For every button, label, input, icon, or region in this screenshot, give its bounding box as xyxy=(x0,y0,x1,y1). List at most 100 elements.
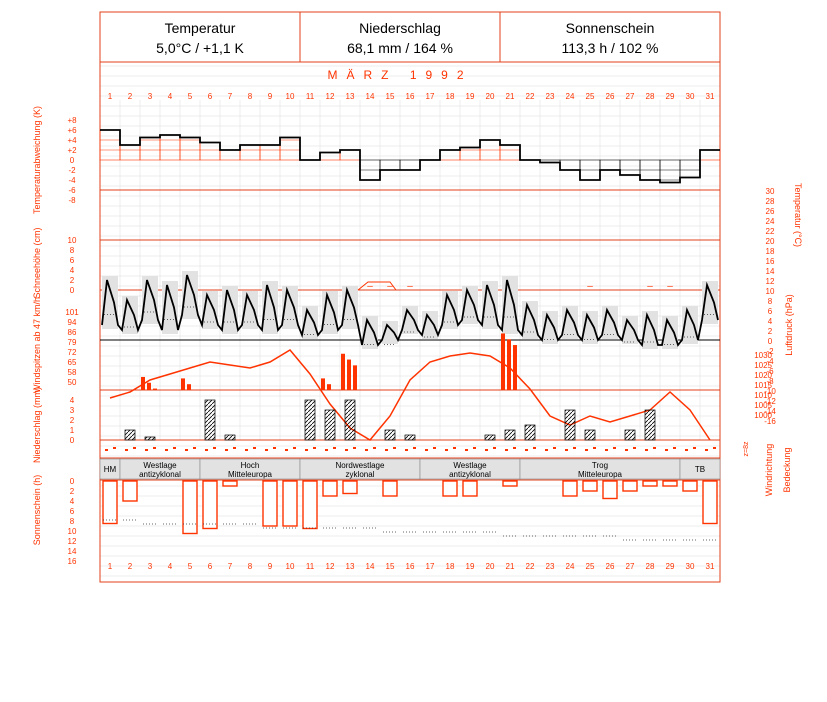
snow-tick: 8 xyxy=(70,246,75,255)
wind-gust-bar xyxy=(153,388,157,390)
air-temp-tick: -4 xyxy=(766,357,774,366)
cloud-cover-mark xyxy=(353,447,356,449)
wind-gust-bar xyxy=(181,378,185,390)
snow-tick: 10 xyxy=(68,236,77,245)
cloud-cover-mark xyxy=(333,447,336,449)
day-label-bottom: 24 xyxy=(566,562,575,571)
air-temp-tick: -8 xyxy=(766,377,774,386)
air-temp-tick: 12 xyxy=(766,277,775,286)
air-temp-axis-label: Temperatur (°C) xyxy=(793,183,803,247)
cloud-cover-mark xyxy=(673,447,676,449)
precip-bar xyxy=(404,434,416,441)
precip-bar xyxy=(624,429,636,441)
day-label-bottom: 29 xyxy=(666,562,675,571)
cloud-cover-mark xyxy=(173,447,176,449)
temp-dev-tick: -6 xyxy=(68,186,76,195)
day-label-top: 23 xyxy=(546,92,555,101)
temp-dev-bar xyxy=(339,149,361,161)
temperature-label: Temperatur xyxy=(164,20,236,36)
temp-dev-bar xyxy=(699,149,721,161)
precip-tick: 3 xyxy=(70,406,75,415)
snow-marker: – xyxy=(407,281,413,292)
sunshine-bar xyxy=(682,480,698,492)
sunshine-bar xyxy=(302,480,318,530)
sunshine-bar xyxy=(222,480,238,487)
weather-type-label: Hoch xyxy=(241,461,260,470)
wind-gust-bar xyxy=(501,333,505,390)
day-label-bottom: 27 xyxy=(626,562,635,571)
day-label-top: 20 xyxy=(486,92,495,101)
precip-bar xyxy=(504,429,516,441)
wind-direction-mark xyxy=(185,449,188,451)
precip-bar xyxy=(304,399,316,441)
air-temp-tick: 22 xyxy=(766,227,775,236)
wind-direction-mark xyxy=(505,449,508,451)
day-label-top: 8 xyxy=(248,92,253,101)
weather-type-label: Mitteleuropa xyxy=(578,470,623,479)
air-temp-tick: -10 xyxy=(764,387,776,396)
day-label-top: 27 xyxy=(626,92,635,101)
cloud-cover-mark xyxy=(213,447,216,449)
precip-tick: 0 xyxy=(70,436,75,445)
precip-tick: 4 xyxy=(70,396,75,405)
day-label-bottom: 3 xyxy=(148,562,153,571)
temp-dev-bar xyxy=(139,137,161,161)
air-temp-tick: -14 xyxy=(764,407,776,416)
air-temp-tick: -6 xyxy=(766,367,774,376)
header-temperature: Temperatur 5,0°C / +1,1 K xyxy=(100,12,300,62)
wind-direction-mark xyxy=(585,449,588,451)
wind-direction-mark xyxy=(325,449,328,451)
precip-bar xyxy=(584,429,596,441)
cloud-cover-mark xyxy=(193,447,196,449)
temp-dev-bar xyxy=(279,137,301,161)
sunshine-bar xyxy=(502,480,518,487)
temp-dev-tick: +8 xyxy=(67,116,77,125)
day-label-bottom: 9 xyxy=(268,562,273,571)
precip-bar xyxy=(524,424,536,441)
pressure-tick: 1020 xyxy=(754,371,772,380)
sunshine-bar xyxy=(262,480,278,527)
pressure-tick: 1025 xyxy=(754,361,772,370)
day-label-bottom: 2 xyxy=(128,562,133,571)
pressure-tick: 1015 xyxy=(754,381,772,390)
air-temp-tick: -16 xyxy=(764,417,776,426)
day-label-bottom: 10 xyxy=(286,562,295,571)
wind-direction-mark xyxy=(245,449,248,451)
temp-dev-bar xyxy=(459,147,481,161)
day-label-bottom: 4 xyxy=(168,562,173,571)
wind-direction-mark xyxy=(565,449,568,451)
temperature-value: 5,0°C / +1,1 K xyxy=(156,40,244,56)
air-temp-tick: 14 xyxy=(766,267,775,276)
wind-direction-mark xyxy=(685,449,688,451)
wind-direction-mark xyxy=(105,449,108,451)
sunshine-tick: 0 xyxy=(70,477,75,486)
header-sunshine: Sonnenschein 113,3 h / 102 % xyxy=(500,12,720,62)
cloud-wind-axis-label: Bedeckung xyxy=(782,447,792,492)
day-label-top: 9 xyxy=(268,92,273,101)
wind-tick: 94 xyxy=(68,318,77,327)
weather-type-label: HM xyxy=(104,465,117,474)
sunshine-bar xyxy=(282,480,298,527)
wind-direction-mark xyxy=(385,449,388,451)
cloud-cover-mark xyxy=(413,447,416,449)
cloud-cover-mark xyxy=(133,447,136,449)
sunshine-bar xyxy=(202,480,218,530)
pressure-line xyxy=(109,349,711,441)
air-temp-tick: -2 xyxy=(766,347,774,356)
air-temp-tick: 2 xyxy=(768,327,773,336)
chart-frame xyxy=(99,11,721,583)
day-label-bottom: 8 xyxy=(248,562,253,571)
cloud-cover-mark xyxy=(313,447,316,449)
cloud-cover-mark xyxy=(713,447,716,449)
sunshine-bar xyxy=(442,480,458,497)
month-title: MÄRZ 1992 xyxy=(327,68,472,82)
day-label-bottom: 18 xyxy=(446,562,455,571)
precip-tick: 1 xyxy=(70,426,75,435)
temp-dev-bar xyxy=(599,159,621,171)
cloud-cover-mark xyxy=(613,447,616,449)
snow-marker: – xyxy=(387,281,393,292)
day-label-top: 7 xyxy=(228,92,233,101)
air-temp-tick: 28 xyxy=(766,197,775,206)
temp-dev-bar xyxy=(119,144,141,161)
pressure-axis-label: Luftdruck (hPa) xyxy=(784,294,794,356)
